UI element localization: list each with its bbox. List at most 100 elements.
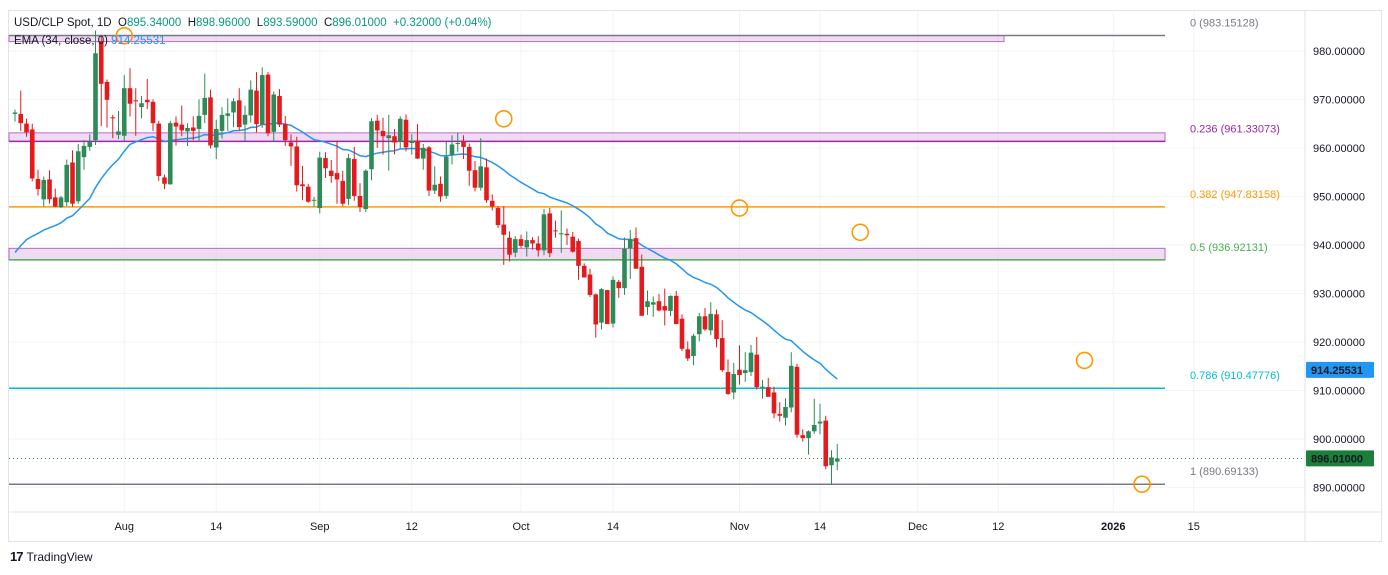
time-tick-label: Aug (114, 521, 134, 533)
candle-down (714, 314, 719, 340)
pivot-marker (851, 223, 870, 242)
candle-down (507, 237, 512, 255)
ema-label: EMA (34, close, 0) (14, 35, 108, 47)
candle-up (259, 75, 265, 125)
price-tick-label: 950.00000 (1313, 191, 1365, 203)
candle-down (685, 349, 691, 359)
candle-up (75, 151, 81, 202)
time-tick-label: 14 (607, 521, 619, 533)
symbol-label: USD/CLP Spot, 1D (14, 17, 112, 29)
candle-up (455, 143, 461, 145)
candle-up (541, 214, 547, 251)
candle-down (587, 274, 593, 295)
candle-down (98, 41, 104, 84)
ema-value: 914.25531 (111, 35, 166, 47)
candle-up (599, 289, 604, 323)
time-tick-label: 12 (992, 521, 1004, 533)
candle-up (811, 424, 817, 432)
candle-down (725, 372, 731, 394)
candle-down (800, 435, 806, 439)
pivot-marker (730, 199, 749, 217)
candle-down (334, 173, 340, 180)
candle-up (317, 157, 323, 209)
open-label: O (117, 17, 127, 29)
candle-down (380, 130, 386, 137)
candle-up (386, 135, 392, 139)
price-tick-label: 890.00000 (1313, 483, 1365, 495)
candle-down (702, 316, 708, 330)
candle-down (472, 170, 478, 188)
candle-up (346, 158, 351, 199)
candle-up (478, 166, 484, 188)
candle-down (254, 90, 259, 125)
fib-level-label: 0.5 (936.92131) (1190, 242, 1268, 254)
candle-down (679, 318, 685, 349)
ema-price-tag-bg (1306, 361, 1374, 378)
candle-up (610, 279, 616, 324)
candle-down (340, 180, 346, 204)
candle-down (29, 129, 35, 179)
candle-up (512, 239, 518, 253)
candle-up (397, 118, 403, 142)
candle-up (420, 147, 426, 159)
candle-up (87, 142, 93, 147)
candle-down (305, 186, 311, 202)
candle-down (351, 159, 357, 196)
candle-down (323, 158, 328, 169)
candle-up (219, 114, 225, 131)
candle-up (748, 352, 754, 373)
tradingview-name: TradingView (26, 549, 93, 564)
candle-up (829, 457, 834, 466)
candle-up (696, 316, 702, 335)
candle-up (369, 121, 374, 170)
candle-up (167, 123, 173, 185)
tradingview-branding[interactable]: 17 TradingView (10, 549, 93, 564)
time-tick-label: 2026 (1101, 521, 1125, 533)
candle-down (70, 162, 75, 204)
candle-down (190, 127, 196, 131)
close-value: 896.01000 (332, 17, 387, 29)
candle-down (52, 197, 58, 207)
candle-up (64, 164, 70, 203)
candle-up (139, 103, 144, 108)
candle-down (581, 265, 587, 278)
change-value: +0.32000 (+0.04%) (393, 17, 492, 29)
candle-down (357, 195, 363, 208)
candle-up (691, 335, 696, 357)
candle-up (558, 233, 564, 235)
price-tick-label: 910.00000 (1313, 386, 1365, 398)
candle-up (213, 128, 219, 148)
candle-up (58, 197, 64, 208)
candle-up (817, 421, 823, 424)
candle-up (363, 170, 369, 210)
candle-up (116, 131, 121, 135)
ema-legend[interactable]: EMA (34, close, 0) 914.25531 (14, 35, 166, 47)
price-tick-label: 960.00000 (1313, 143, 1365, 155)
price-tick-label: 920.00000 (1313, 337, 1365, 349)
candle-down (162, 177, 167, 184)
price-tick-label: 970.00000 (1313, 94, 1365, 106)
fib-level-label: 0.786 (910.47776) (1190, 370, 1280, 382)
pivot-marker (115, 26, 134, 45)
candle-down (282, 124, 288, 141)
candle-down (133, 100, 139, 102)
candle-down (495, 208, 501, 226)
candle-up (788, 365, 794, 408)
candle-up (668, 295, 673, 311)
time-tick-label: Sep (310, 521, 330, 533)
price-tick-label: 900.00000 (1313, 434, 1365, 446)
candle-down (156, 123, 162, 177)
candle-down (501, 224, 507, 235)
fib-level-label: 0.236 (961.33073) (1190, 123, 1280, 135)
ema-34-line (14, 122, 838, 380)
candle-down (489, 200, 495, 207)
candle-down (662, 306, 668, 311)
fib-level-label: 0.382 (947.83158) (1190, 189, 1280, 201)
candle-down (823, 420, 829, 467)
candle-up (196, 115, 202, 129)
candle-down (24, 123, 29, 133)
candle-up (650, 302, 656, 305)
candle-up (524, 240, 530, 248)
time-tick-label: 12 (406, 521, 418, 533)
